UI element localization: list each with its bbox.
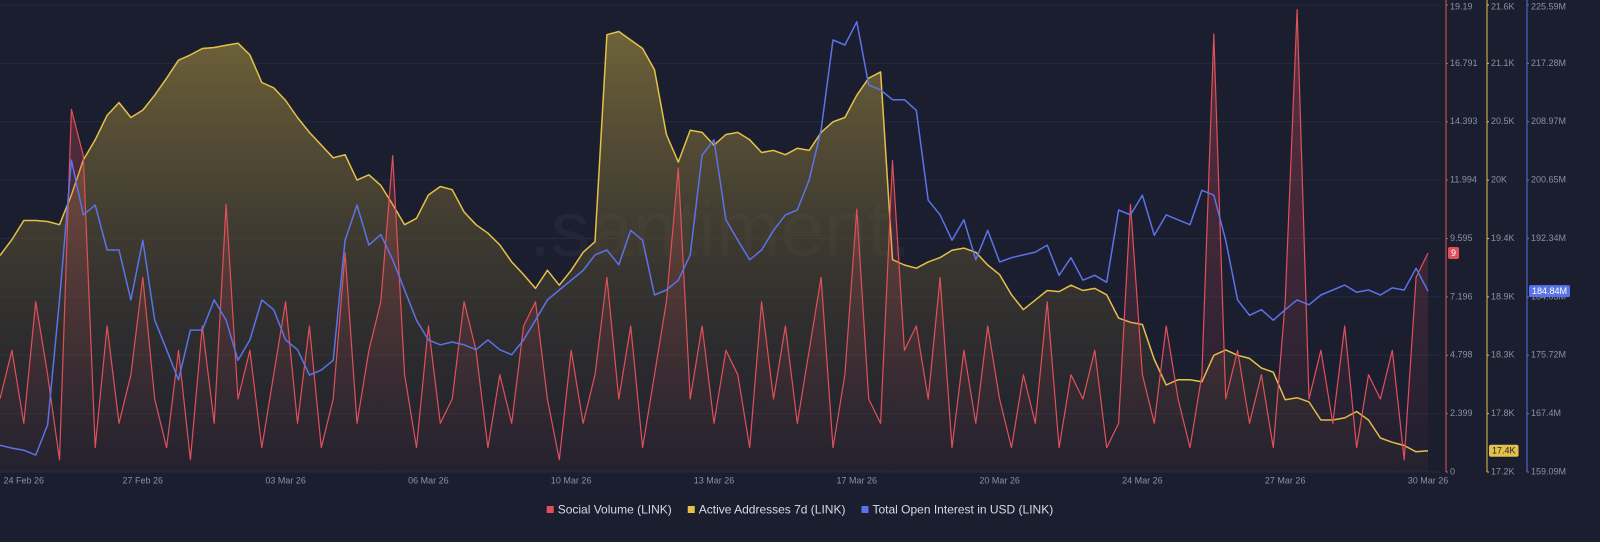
y-tick-label: 2.399: [1450, 408, 1473, 418]
legend-swatch: [687, 506, 695, 513]
series-line: [0, 30, 1429, 453]
series-line: [0, 21, 1429, 456]
x-tick-label: 03 Mar 26: [265, 475, 306, 485]
legend-label: Social Volume (LINK): [558, 503, 672, 517]
y-tick-label: 167.4M: [1531, 408, 1561, 418]
x-tick-label: 06 Mar 26: [408, 475, 449, 485]
legend-swatch: [861, 506, 869, 513]
legend-swatch: [546, 506, 554, 513]
y-tick-label: 14.393: [1450, 116, 1478, 126]
badge-box: [1489, 444, 1519, 457]
legend: Social Volume (LINK) Active Addresses 7d …: [546, 503, 1053, 517]
x-tick-label: 24 Mar 26: [1122, 475, 1163, 485]
x-tick-label: 17 Mar 26: [837, 475, 878, 485]
y-tick-label: 20K: [1491, 175, 1507, 185]
y-tick-label: 17.8K: [1491, 408, 1515, 418]
x-tick-label: 24 Feb 26: [4, 475, 45, 485]
y-tick-label: 217.28M: [1531, 58, 1566, 68]
y-tick-label: 18.3K: [1491, 350, 1515, 360]
y-tick-label: 21.1K: [1491, 58, 1515, 68]
y-tick-label: 159.09M: [1531, 466, 1566, 476]
y-tick-label: 19.4K: [1491, 233, 1515, 243]
y-tick-label: 208.97M: [1531, 116, 1566, 126]
x-tick-label: 13 Mar 26: [694, 475, 735, 485]
current-badge: 184.84M: [1529, 285, 1571, 298]
series-line: [0, 9, 1429, 461]
y-tick-label: 0: [1450, 466, 1455, 476]
y-tick-label: 200.65M: [1531, 175, 1566, 185]
y-tick-label: 225.59M: [1531, 1, 1566, 11]
legend-label: Active Addresses 7d (LINK): [699, 503, 846, 517]
x-tick-label: 10 Mar 26: [551, 475, 592, 485]
series-area: [0, 9, 1428, 472]
y-tick-label: 4.798: [1450, 350, 1473, 360]
y-tick-label: 175.72M: [1531, 350, 1566, 360]
y-tick-label: 19.19: [1450, 1, 1473, 11]
y-tick-label: 16.791: [1450, 58, 1478, 68]
badge-box: [1448, 246, 1460, 259]
x-tick-label: 27 Feb 26: [123, 475, 164, 485]
y-tick-label: 20.5K: [1491, 116, 1515, 126]
legend-label: Total Open Interest in USD (LINK): [872, 503, 1053, 517]
y-tick-label: 11.994: [1450, 174, 1477, 184]
x-tick-label: 30 Mar 26: [1408, 475, 1449, 485]
badge-label: 9: [1451, 248, 1456, 258]
y-tick-label: 7.196: [1450, 291, 1473, 301]
current-badge: 9: [1448, 246, 1460, 259]
y-tick-label: 21.6K: [1491, 1, 1515, 11]
y-tick-label: 9.595: [1450, 233, 1473, 243]
series-area: [0, 31, 1428, 472]
badge-label: 17.4K: [1492, 446, 1516, 456]
current-badge: 17.4K: [1489, 444, 1519, 457]
y-tick-label: 192.34M: [1531, 233, 1566, 243]
x-tick-label: 27 Mar 26: [1265, 475, 1306, 485]
badge-label: 184.84M: [1532, 286, 1567, 296]
badge-box: [1529, 285, 1571, 298]
x-tick-label: 20 Mar 26: [979, 475, 1020, 485]
y-tick-label: 18.9K: [1491, 291, 1515, 301]
y-tick-label: 17.2K: [1491, 466, 1515, 476]
